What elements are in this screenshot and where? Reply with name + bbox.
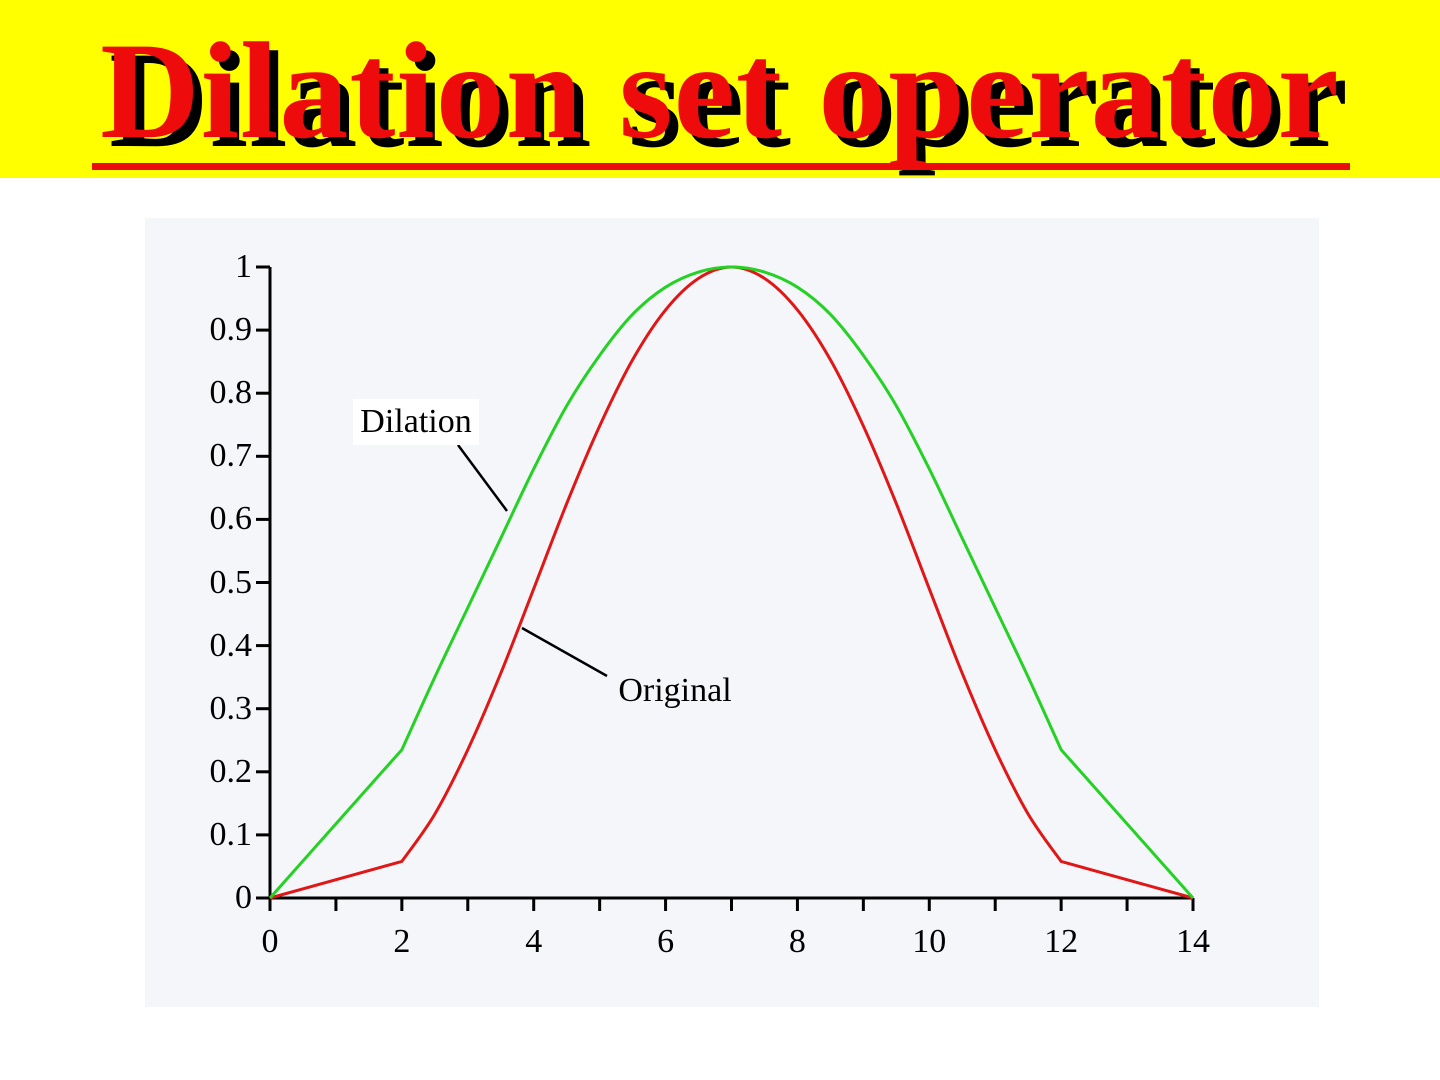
x-tick-label: 8	[788, 923, 806, 960]
chart-panel: 0 2 4 6 8 10 12 14 0 0.1 0.2 0.3 0.4 0.5 0.6 0.7 0.8 0.9 1…	[145, 218, 1319, 1007]
x-tick-label: 6	[657, 923, 675, 960]
title-banner: Dilation set operator	[0, 0, 1440, 178]
y-tick-label: 0	[235, 879, 252, 916]
y-tick-label: 1	[235, 248, 252, 285]
dilation-leader-line	[456, 444, 509, 512]
y-tick-label: 0.9	[209, 311, 253, 349]
y-tick-label: 0.1	[209, 815, 253, 853]
y-tick-label: 0.6	[209, 500, 253, 538]
dilation-annotation-label: Dilation	[353, 399, 479, 445]
y-tick-label: 0.7	[209, 437, 253, 475]
slide-title: Dilation set operator	[100, 14, 1340, 167]
x-tick-label: 14	[1176, 923, 1210, 960]
original-curve	[269, 265, 1194, 900]
x-tick-label: 12	[1044, 923, 1079, 960]
x-tick-label: 2	[393, 923, 411, 960]
y-tick-label: 0.8	[209, 374, 253, 412]
title-underline	[92, 163, 1350, 170]
dilation-curve	[268, 265, 1195, 899]
y-tick-label: 0.3	[209, 689, 253, 727]
x-tick-label: 10	[912, 923, 947, 960]
chart-svg	[256, 265, 1195, 911]
y-tick-label: 0.2	[209, 752, 253, 790]
x-tick-label: 0	[261, 923, 279, 960]
original-annotation-label: Original	[618, 672, 732, 709]
y-tick-label: 0.4	[209, 626, 253, 664]
axes	[268, 267, 1193, 900]
y-tick-label: 0.5	[209, 563, 253, 601]
x-tick-label: 4	[525, 923, 543, 960]
original-leader-line	[521, 626, 608, 678]
